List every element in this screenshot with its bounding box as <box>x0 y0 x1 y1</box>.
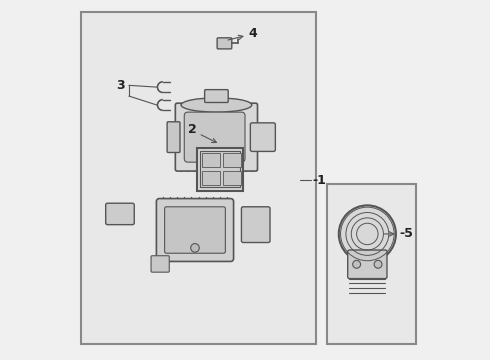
Text: -1: -1 <box>312 174 326 186</box>
FancyBboxPatch shape <box>250 123 275 152</box>
Ellipse shape <box>339 205 396 262</box>
FancyBboxPatch shape <box>202 153 220 167</box>
FancyBboxPatch shape <box>205 90 228 103</box>
FancyBboxPatch shape <box>184 112 245 162</box>
FancyBboxPatch shape <box>242 207 270 243</box>
Text: -5: -5 <box>399 228 414 240</box>
FancyBboxPatch shape <box>223 171 241 185</box>
FancyBboxPatch shape <box>175 103 258 171</box>
FancyBboxPatch shape <box>202 171 220 185</box>
Text: 3: 3 <box>117 79 125 92</box>
Circle shape <box>374 260 382 268</box>
FancyBboxPatch shape <box>151 256 169 272</box>
FancyBboxPatch shape <box>348 250 387 279</box>
Text: 2: 2 <box>188 123 196 136</box>
FancyBboxPatch shape <box>167 122 180 153</box>
FancyBboxPatch shape <box>106 203 134 225</box>
Ellipse shape <box>181 98 252 112</box>
Circle shape <box>191 244 199 252</box>
FancyBboxPatch shape <box>197 148 243 191</box>
FancyBboxPatch shape <box>165 207 225 253</box>
Circle shape <box>353 260 361 268</box>
FancyBboxPatch shape <box>156 199 234 261</box>
Text: 4: 4 <box>248 27 257 40</box>
FancyBboxPatch shape <box>327 184 416 344</box>
FancyBboxPatch shape <box>81 12 317 344</box>
FancyBboxPatch shape <box>223 153 241 167</box>
FancyBboxPatch shape <box>200 152 240 187</box>
FancyBboxPatch shape <box>217 38 232 49</box>
